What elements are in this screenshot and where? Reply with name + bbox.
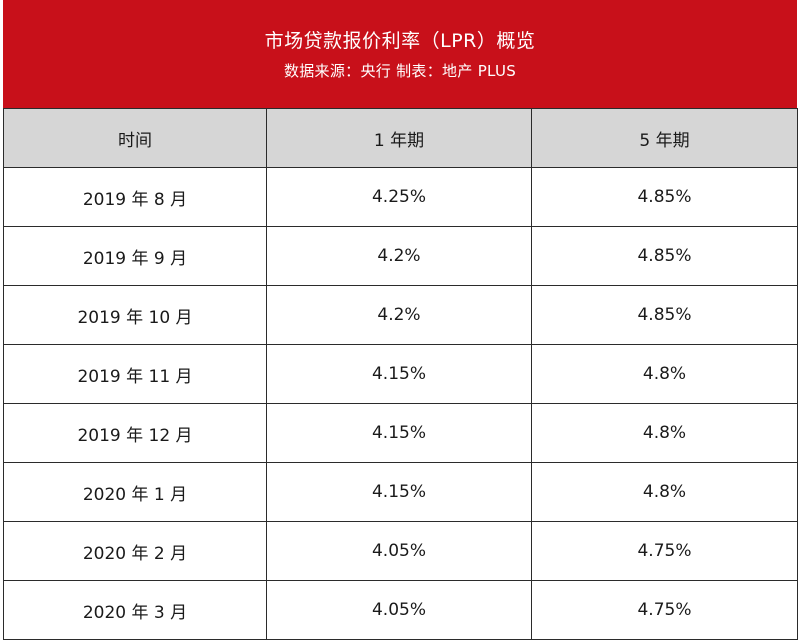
cell-time: 2019 年 9 月: [3, 226, 267, 286]
cell-rate-1y: 4.2%: [266, 226, 532, 286]
cell-time: 2020 年 2 月: [3, 521, 267, 581]
cell-rate-5y: 4.85%: [531, 167, 798, 227]
cell-rate-1y: 4.15%: [266, 344, 532, 404]
cell-rate-5y: 4.8%: [531, 403, 798, 463]
table-row: 2019 年 9 月 4.2% 4.85%: [3, 226, 798, 286]
table-row: 2020 年 1 月 4.15% 4.8%: [3, 462, 798, 522]
table-row: 2019 年 12 月 4.15% 4.8%: [3, 403, 798, 463]
cell-rate-5y: 4.8%: [531, 462, 798, 522]
column-header-time: 时间: [3, 108, 267, 168]
table-row: 2019 年 11 月 4.15% 4.8%: [3, 344, 798, 404]
cell-rate-5y: 4.75%: [531, 521, 798, 581]
cell-rate-1y: 4.15%: [266, 462, 532, 522]
column-header-5y: 5 年期: [531, 108, 798, 168]
table-title: 市场贷款报价利率（LPR）概览: [264, 30, 536, 52]
cell-time: 2019 年 10 月: [3, 285, 267, 345]
table-row: 2020 年 3 月 4.05% 4.75%: [3, 580, 798, 640]
cell-rate-5y: 4.75%: [531, 580, 798, 640]
table-row: 2020 年 2 月 4.05% 4.75%: [3, 521, 798, 581]
cell-rate-5y: 4.85%: [531, 285, 798, 345]
column-header-1y: 1 年期: [266, 108, 532, 168]
column-header-row: 时间 1 年期 5 年期: [3, 108, 798, 168]
cell-rate-5y: 4.85%: [531, 226, 798, 286]
cell-rate-1y: 4.2%: [266, 285, 532, 345]
cell-time: 2019 年 11 月: [3, 344, 267, 404]
table-subtitle: 数据来源：央行 制表：地产 PLUS: [283, 62, 517, 80]
cell-rate-1y: 4.05%: [266, 521, 532, 581]
table-row: 2019 年 10 月 4.2% 4.85%: [3, 285, 798, 345]
cell-rate-5y: 4.8%: [531, 344, 798, 404]
cell-rate-1y: 4.25%: [266, 167, 532, 227]
table-row: 2019 年 8 月 4.25% 4.85%: [3, 167, 798, 227]
table-header-banner: 市场贷款报价利率（LPR）概览 数据来源：央行 制表：地产 PLUS: [3, 0, 797, 108]
cell-time: 2020 年 3 月: [3, 580, 267, 640]
cell-rate-1y: 4.15%: [266, 403, 532, 463]
lpr-table: 时间 1 年期 5 年期 2019 年 8 月 4.25% 4.85% 2019 年 …: [3, 108, 798, 640]
cell-time: 2019 年 12 月: [3, 403, 267, 463]
table-body: 2019 年 8 月 4.25% 4.85% 2019 年 9 月 4.2% 4.85% 2…: [3, 167, 798, 640]
cell-time: 2020 年 1 月: [3, 462, 267, 522]
cell-time: 2019 年 8 月: [3, 167, 267, 227]
cell-rate-1y: 4.05%: [266, 580, 532, 640]
